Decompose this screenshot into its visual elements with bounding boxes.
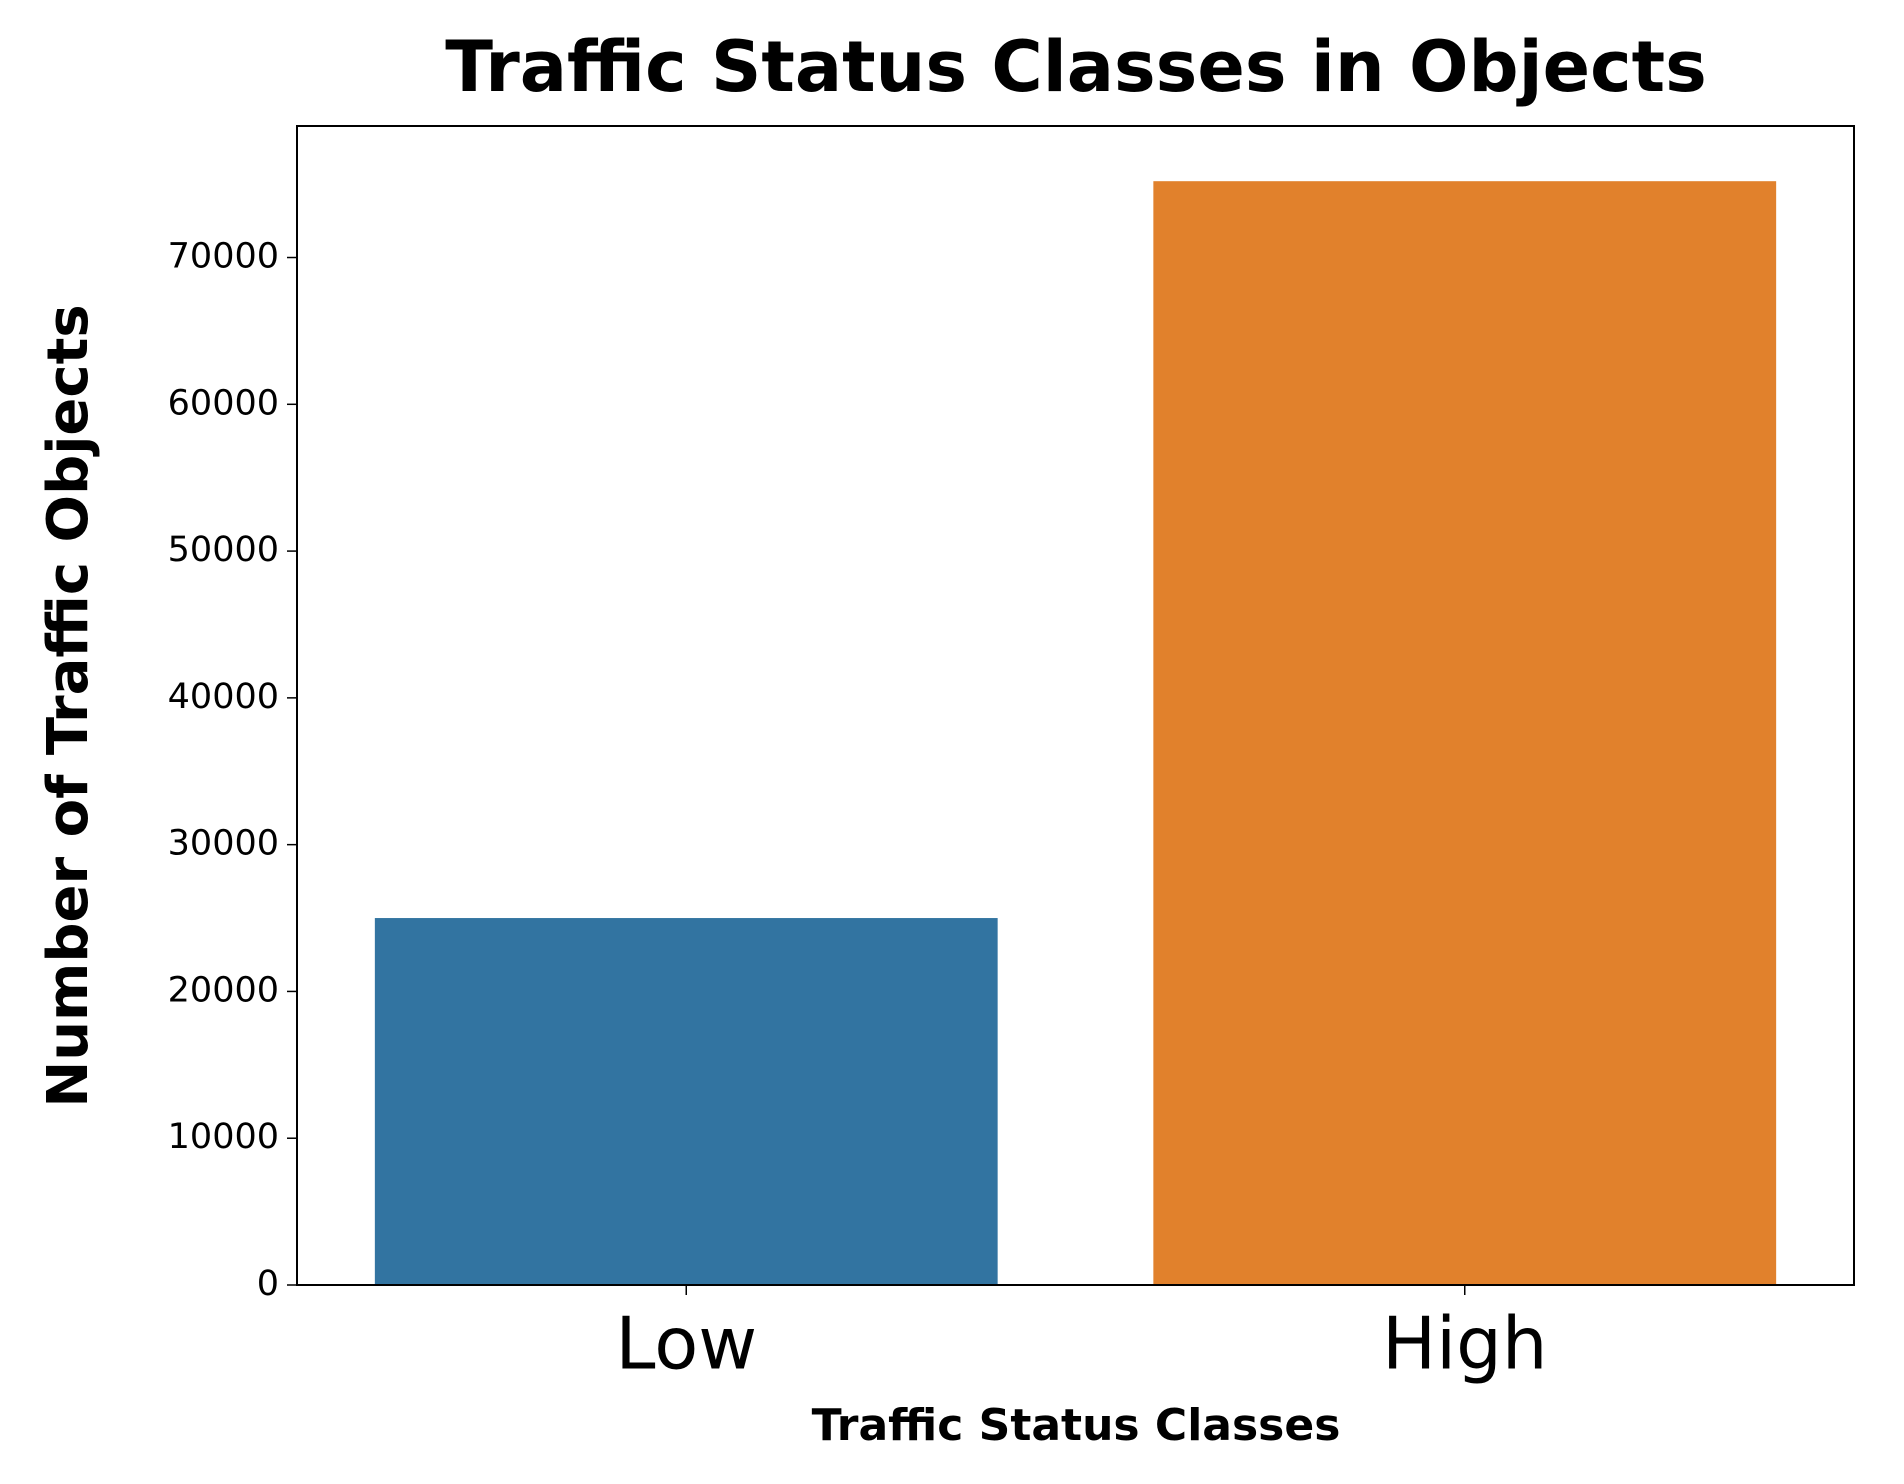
y-axis-label: Number of Traffic Objects (36, 304, 101, 1107)
bar (1153, 181, 1777, 1286)
y-tick-label: 70000 (168, 237, 279, 277)
x-tick-label: Low (615, 1302, 757, 1386)
x-tick-label: High (1382, 1302, 1547, 1386)
y-tick-label: 30000 (168, 824, 279, 864)
chart-title: Traffic Status Classes in Objects (445, 26, 1707, 108)
plot-frame (296, 125, 1855, 1286)
y-tick-label: 20000 (168, 970, 279, 1010)
y-tick-label: 40000 (168, 677, 279, 717)
bar (374, 918, 998, 1285)
y-tick-label: 60000 (168, 383, 279, 423)
y-tick-label: 50000 (168, 530, 279, 570)
y-tick-label: 10000 (168, 1117, 279, 1157)
x-axis-label: Traffic Status Classes (812, 1400, 1341, 1451)
y-tick-label: 0 (257, 1264, 279, 1304)
